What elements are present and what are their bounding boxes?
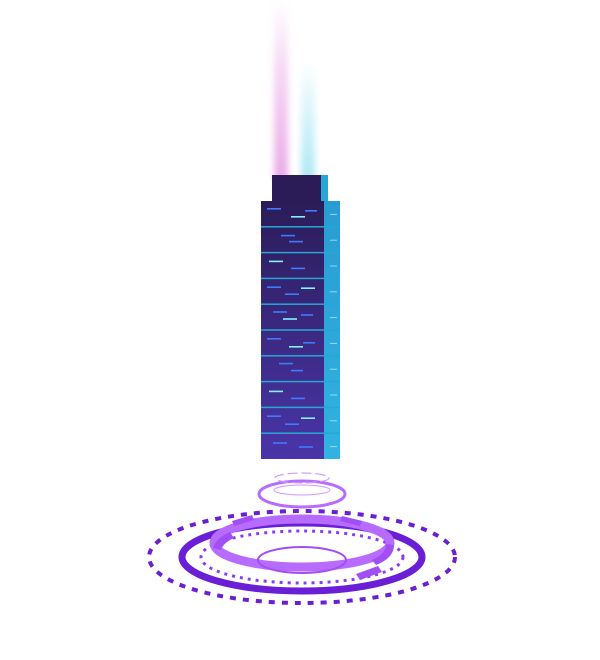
floor-separator (261, 432, 340, 434)
window-light (269, 260, 283, 263)
window-light (267, 286, 281, 288)
window-light (269, 390, 283, 393)
window-light (273, 442, 287, 444)
floor-separator (261, 303, 340, 305)
side-window-light (330, 213, 337, 215)
floor-separator (261, 226, 340, 228)
side-window-light (330, 394, 337, 396)
tower (261, 175, 340, 459)
side-window-light (330, 368, 337, 370)
window-light (291, 397, 305, 400)
window-light (285, 293, 299, 295)
window-light (291, 216, 305, 218)
side-window-light (330, 420, 337, 422)
window-light (285, 423, 299, 425)
upper-hover-ring-inner (273, 484, 331, 496)
inner-dotted-ring (199, 529, 405, 585)
window-light (291, 369, 303, 372)
window-light (301, 314, 313, 316)
side-window-light (330, 342, 337, 344)
floor-separator (261, 277, 340, 280)
tower-crown (272, 175, 321, 203)
floor-separator (261, 251, 340, 254)
cyan-light-beam (301, 60, 315, 180)
floor-separator (261, 406, 340, 409)
floor-separator (261, 329, 340, 331)
window-light (267, 208, 281, 210)
window-light (267, 415, 281, 417)
side-window-light (330, 291, 337, 293)
outer-dashed-ring (147, 509, 457, 605)
window-light (283, 318, 297, 320)
floor-separator (261, 355, 340, 357)
light-beams (274, 0, 315, 180)
side-window-light (330, 317, 337, 319)
window-light (303, 342, 315, 344)
tower-floors (261, 208, 340, 448)
window-light (279, 362, 293, 365)
side-window-light (330, 239, 337, 241)
window-light (299, 446, 313, 448)
side-window-light (330, 446, 337, 448)
hologram-pad (147, 472, 457, 605)
floor-separator (261, 380, 340, 383)
pink-light-beam (274, 0, 288, 180)
window-light (305, 210, 317, 212)
window-light (273, 311, 287, 313)
window-light (301, 287, 315, 289)
side-window-light (330, 265, 337, 267)
window-light (289, 346, 303, 348)
upper-hover-ring (257, 479, 347, 509)
window-light (267, 338, 281, 340)
window-light (281, 234, 295, 237)
tower-crown-side (321, 175, 328, 203)
segmented-arcs (213, 515, 394, 580)
inner-thin-ring (257, 546, 347, 574)
wide-light-band (209, 514, 395, 572)
window-light (289, 240, 303, 243)
top-faint-ring (274, 472, 330, 484)
window-light (301, 417, 315, 419)
window-light (291, 267, 305, 270)
